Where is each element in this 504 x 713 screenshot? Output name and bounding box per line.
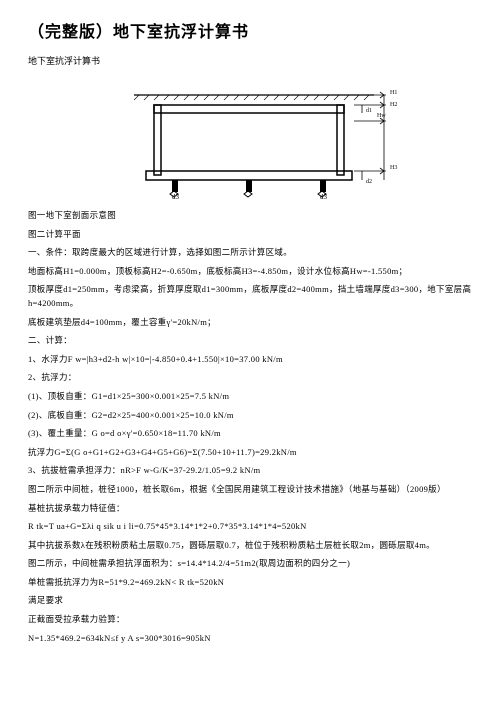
text-line: 顶板厚度d1=250mm，考虑梁高，折算厚度取d1=300mm，底板厚度d2=4… [28,283,480,310]
text-line: (2)、底板自重：G2=d2×25=400×0.001×25=10.0 kN/m [28,409,480,423]
text-line: 2、抗浮力： [28,371,480,385]
svg-text:d1: d1 [366,108,372,114]
text-line: 图二所示，中间桩需承担抗浮面积为：s=14.4*14.2/4=51m2(取周边面… [28,557,480,571]
text-line: 正截面受拉承载力验算： [28,613,480,627]
text-line: 地面标高H1=0.000m，顶板标高H2=-0.650m，底板标高H3=-4.8… [28,265,480,279]
section-diagram: d3 d3 H1 H2 Hw d1 H3 d2 [94,81,414,201]
text-line: 单桩需抵抗浮力为R=51*9.2=469.2kN< R tk=520kN [28,576,480,590]
label-d3-right: d3 [320,193,328,201]
text-line: 图二计算平面 [28,228,480,242]
text-line: 1、水浮力F w=|h3+d2-h w|×10=|-4.850+0.4+1.55… [28,353,480,367]
text-line: (3)、覆土重量：G o=d o×γ'=0.650×18=11.70 kN/m [28,427,480,441]
svg-text:H1: H1 [390,90,397,96]
text-line: 二、计算： [28,334,480,348]
text-line: 其中抗拔系数λ在残积粉质粘土层取0.75，圆砾层取0.7，桩位于残积粉质粘土层桩… [28,539,480,553]
text-line: 底板建筑垫层d4=100mm，覆土容重γ'=20kN/m； [28,316,480,330]
doc-subtitle: 地下室抗浮计算书 [28,54,480,67]
doc-title: （完整版）地下室抗浮计算书 [28,18,480,42]
text-line: (1)、顶板自重：G1=d1×25=300×0.001×25=7.5 kN/m [28,390,480,404]
text-line: 图一地下室剖面示意图 [28,209,480,223]
svg-text:H2: H2 [390,102,397,108]
text-line: 3、抗拔桩需承担浮力：nR>F w-G/K=37-29.2/1.05=9.2 k… [28,464,480,478]
svg-text:H3: H3 [390,165,397,171]
svg-text:Hw: Hw [377,113,386,119]
text-line: 基桩抗拔承载力特征值： [28,502,480,516]
text-line: R tk=T ua+G=Σλi q sik u i li=0.75*45*3.1… [28,520,480,534]
svg-text:d2: d2 [366,179,372,185]
text-line: 一、条件：取跨度最大的区域进行计算，选择如图二所示计算区域。 [28,246,480,260]
text-line: 满足要求 [28,594,480,608]
text-line: N=1.35*469.2=634kN≤f y A s=300*3016=905k… [28,632,480,646]
text-line: 图二所示中间桩，桩径1000，桩长取6m，根据《全国民用建筑工程设计技术措施》（… [28,483,480,497]
label-d3-left: d3 [172,193,180,201]
text-line: 抗浮力G=Σ(G o+G1+G2+G3+G4+G5+G6)=Σ(7.50+10+… [28,446,480,460]
